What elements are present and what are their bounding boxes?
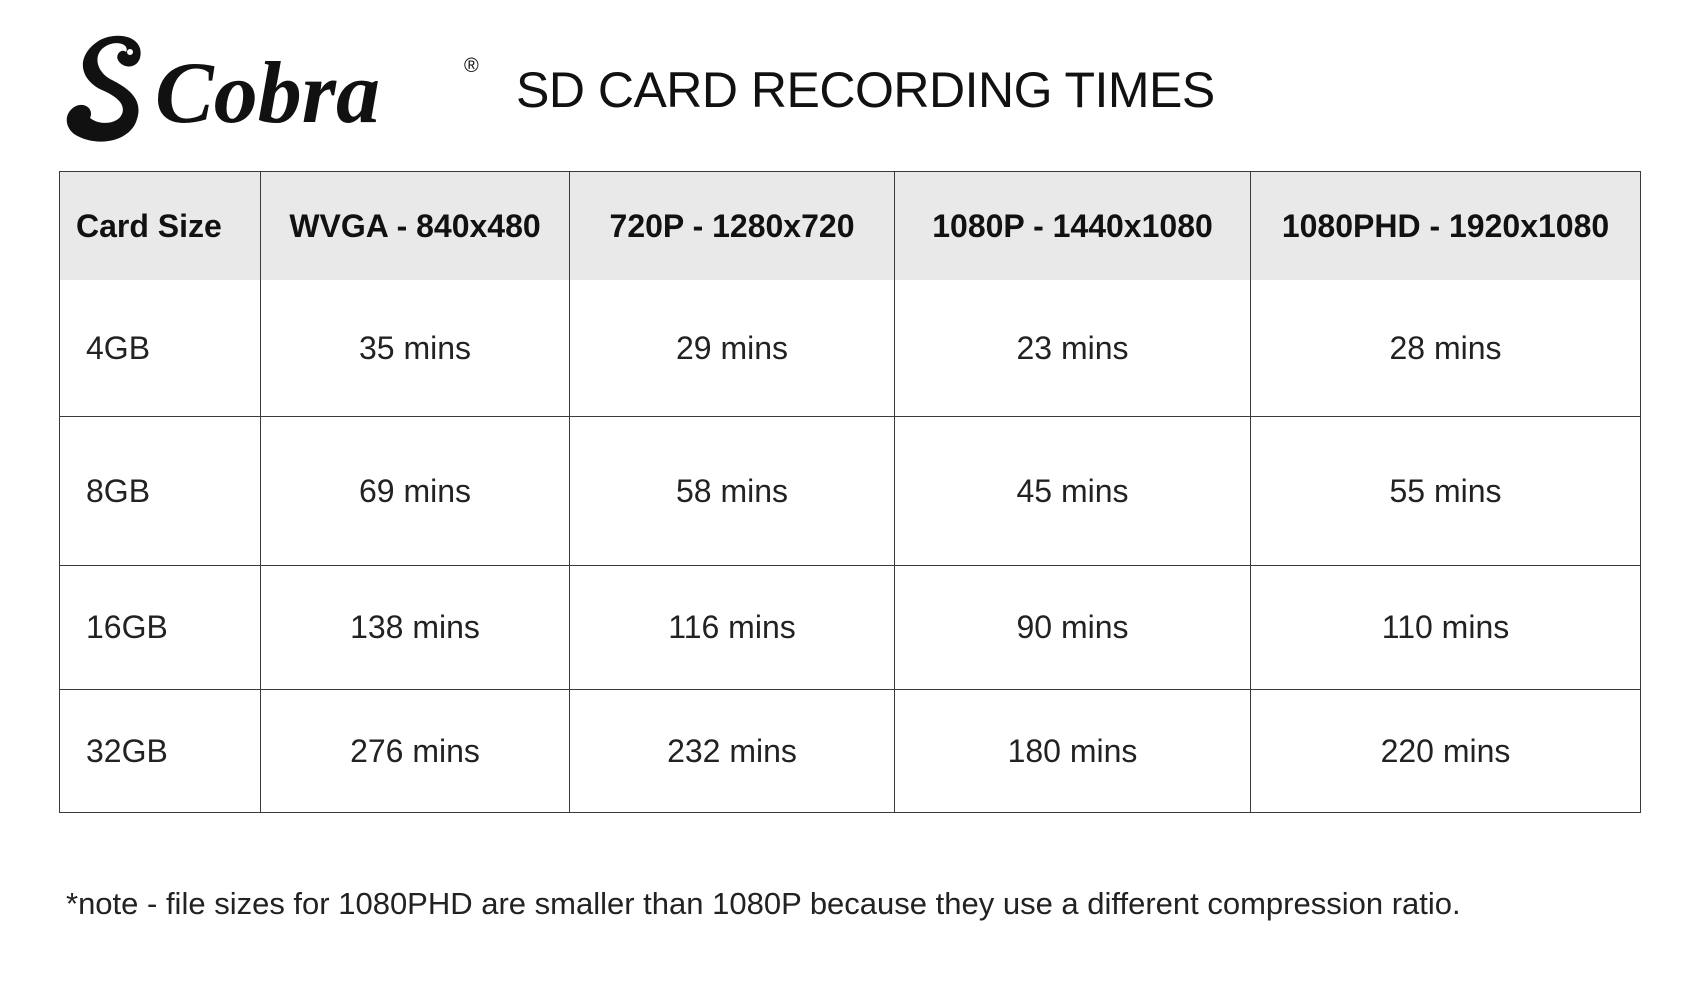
table-cell: 232 mins bbox=[569, 689, 895, 813]
table-cell: 28 mins bbox=[1250, 280, 1641, 417]
table-cell: 116 mins bbox=[569, 565, 895, 690]
table-cell: 276 mins bbox=[260, 689, 570, 813]
card-size-cell: 16GB bbox=[59, 565, 261, 690]
card-size-cell: 8GB bbox=[59, 416, 261, 566]
card-size-cell: 32GB bbox=[59, 689, 261, 813]
table-cell: 138 mins bbox=[260, 565, 570, 690]
card-size-cell: 4GB bbox=[59, 280, 261, 417]
column-header-720p: 720P - 1280x720 bbox=[569, 171, 895, 280]
header: Cobra ® SD CARD RECORDING TIMES bbox=[60, 30, 1215, 150]
table-cell: 55 mins bbox=[1250, 416, 1641, 566]
logo-wordmark: Cobra bbox=[155, 45, 380, 142]
table-row: 32GB 276 mins 232 mins 180 mins 220 mins bbox=[59, 689, 1641, 813]
table-cell: 220 mins bbox=[1250, 689, 1641, 813]
table-cell: 45 mins bbox=[894, 416, 1251, 566]
table-cell: 29 mins bbox=[569, 280, 895, 417]
cobra-logo: Cobra ® bbox=[60, 30, 480, 150]
table-row: 16GB 138 mins 116 mins 90 mins 110 mins bbox=[59, 565, 1641, 690]
footnote: *note - file sizes for 1080PHD are small… bbox=[66, 886, 1461, 921]
recording-times-table: Card Size WVGA - 840x480 720P - 1280x720… bbox=[59, 171, 1641, 813]
table-row: 4GB 35 mins 29 mins 23 mins 28 mins bbox=[59, 280, 1641, 417]
table-cell: 23 mins bbox=[894, 280, 1251, 417]
table-cell: 90 mins bbox=[894, 565, 1251, 690]
table-header-row: Card Size WVGA - 840x480 720P - 1280x720… bbox=[59, 171, 1641, 280]
table-cell: 180 mins bbox=[894, 689, 1251, 813]
recording-times-table-wrapper: Card Size WVGA - 840x480 720P - 1280x720… bbox=[59, 171, 1641, 813]
table-cell: 35 mins bbox=[260, 280, 570, 417]
column-header-wvga: WVGA - 840x480 bbox=[260, 171, 570, 280]
table-cell: 58 mins bbox=[569, 416, 895, 566]
registered-mark: ® bbox=[464, 55, 479, 77]
table-cell: 69 mins bbox=[260, 416, 570, 566]
table-row: 8GB 69 mins 58 mins 45 mins 55 mins bbox=[59, 416, 1641, 566]
cobra-snake-icon: Cobra ® bbox=[66, 35, 479, 142]
column-header-1080p: 1080P - 1440x1080 bbox=[894, 171, 1251, 280]
column-header-card-size: Card Size bbox=[59, 171, 261, 280]
table-cell: 110 mins bbox=[1250, 565, 1641, 690]
page-title: SD CARD RECORDING TIMES bbox=[516, 62, 1215, 118]
column-header-1080phd: 1080PHD - 1920x1080 bbox=[1250, 171, 1641, 280]
